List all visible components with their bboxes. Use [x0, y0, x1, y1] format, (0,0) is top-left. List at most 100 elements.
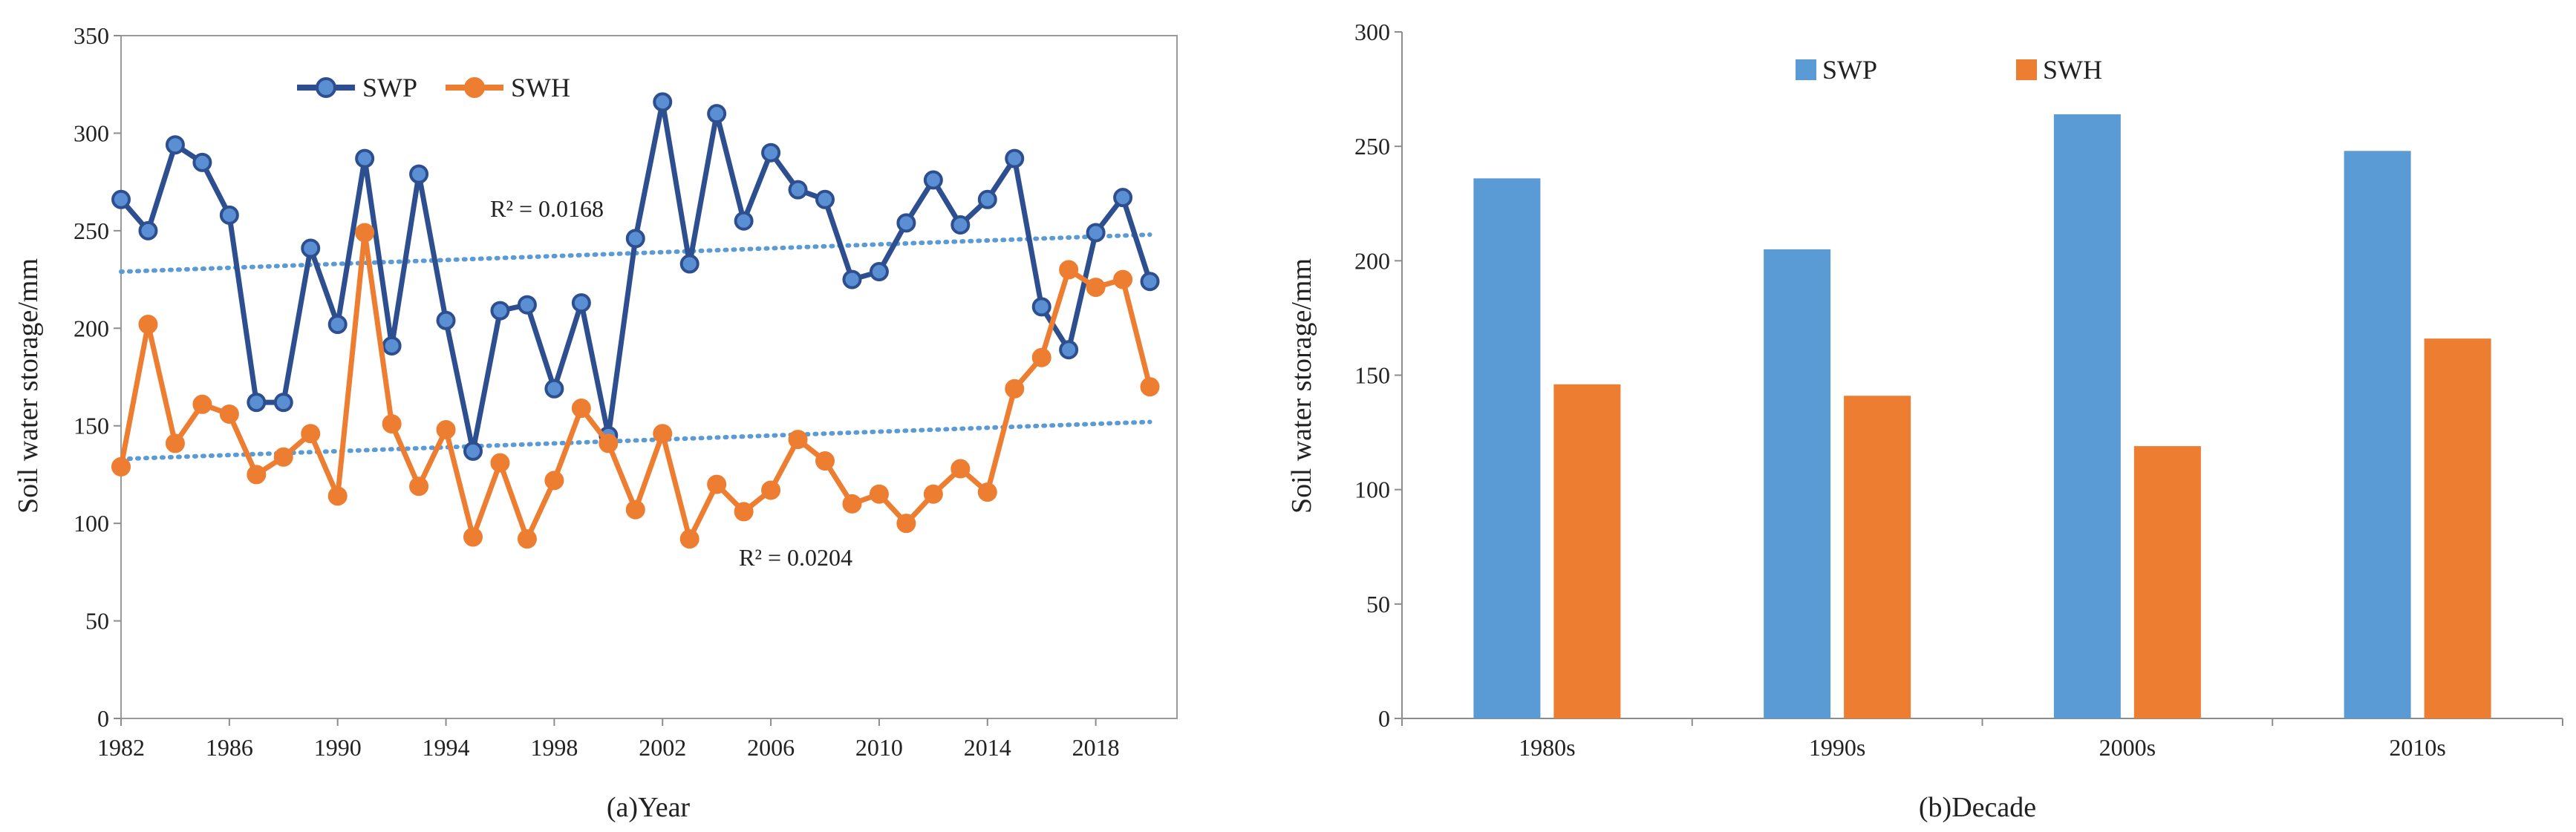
swh-point	[815, 451, 835, 471]
swh-point	[165, 433, 185, 453]
chart-a-ytick-label: 0	[97, 705, 109, 732]
chart-a-xtick-label: 2014	[964, 734, 1011, 761]
swh-point	[355, 223, 375, 243]
swh-point	[869, 484, 889, 504]
swh-point	[436, 419, 456, 439]
legend-b-swp-swatch	[1796, 59, 1816, 80]
swh-point	[599, 433, 619, 453]
chart-b-ytick-label: 200	[1354, 247, 1390, 274]
chart-b-xtick-label: 1990s	[1809, 734, 1865, 761]
legend-swp-marker	[316, 77, 336, 98]
swh-point	[734, 502, 754, 522]
swh-point	[679, 529, 700, 549]
swh-point	[247, 465, 267, 485]
swp-point	[734, 211, 754, 231]
swh-point	[1140, 377, 1160, 397]
swh-point	[1059, 260, 1079, 280]
swp-point	[815, 189, 835, 209]
chart-a-ytick-label: 150	[74, 413, 109, 439]
chart-a-xtick-label: 1994	[423, 734, 470, 761]
swp-bar-1990s	[1764, 249, 1831, 719]
swh-point	[923, 484, 943, 504]
swh-point	[111, 456, 131, 476]
swp-point	[1005, 148, 1025, 168]
swh-point	[1005, 379, 1025, 399]
chart-a-line: Soil water storage/mm (a)Year SWP SWH R²…	[13, 22, 1178, 823]
swp-point	[192, 152, 212, 172]
swp-point	[111, 189, 131, 209]
chart-a-xtick-label: 1982	[97, 734, 145, 761]
swh-point	[273, 447, 293, 467]
swh-point	[517, 529, 537, 549]
chart-a-ytick-label: 300	[74, 119, 109, 146]
swp-point	[1140, 272, 1160, 292]
legend-b-swp-label: SWP	[1822, 55, 1877, 85]
swp-point	[1059, 340, 1079, 360]
swh-point	[1113, 269, 1133, 289]
swh-r2-label: R² = 0.0204	[739, 544, 852, 571]
chart-b-xtick-label: 2010s	[2389, 734, 2445, 761]
chart-a-plot-frame	[120, 35, 1178, 719]
swp-point	[923, 170, 943, 190]
chart-b-ytick-label: 50	[1366, 591, 1390, 618]
chart-a-ytick-label: 200	[74, 315, 109, 341]
swp-point	[1086, 223, 1106, 243]
chart-b-ytick-label: 300	[1354, 19, 1390, 45]
swh-point	[625, 499, 645, 520]
swp-point	[977, 189, 997, 209]
swh-point	[1086, 278, 1106, 298]
swh-point	[192, 394, 212, 414]
swh-point	[327, 486, 348, 506]
swp-point	[517, 295, 537, 315]
chart-a-xlabel: (a)Year	[607, 792, 691, 823]
swp-point	[1113, 188, 1133, 208]
chart-b-xlabel: (b)Decade	[1919, 792, 2036, 823]
chart-a-xtick-label: 2002	[639, 734, 686, 761]
swp-point	[301, 238, 321, 258]
swh-point	[544, 471, 564, 491]
swp-point	[463, 441, 483, 461]
swh-bar-1980s	[1553, 384, 1621, 718]
swp-bar-1980s	[1473, 178, 1541, 719]
swp-bar-2010s	[2344, 151, 2411, 719]
chart-a-xtick-label: 2006	[747, 734, 795, 761]
swp-point	[247, 393, 267, 413]
swp-point	[165, 135, 185, 155]
chart-b-ytick-label: 100	[1354, 476, 1390, 503]
swp-point	[409, 164, 429, 184]
chart-b-legend: SWP SWH	[1796, 55, 2102, 85]
legend-b-swh-swatch	[2016, 59, 2037, 80]
swp-point	[355, 148, 375, 168]
swh-point	[571, 399, 591, 419]
swp-point	[382, 335, 402, 356]
chart-a-ytick-label: 250	[74, 217, 109, 244]
chart-a-xtick-label: 1998	[530, 734, 578, 761]
swp-point	[788, 180, 808, 200]
swp-point	[219, 205, 239, 225]
swh-point	[761, 480, 781, 500]
swh-point	[409, 476, 429, 497]
swp-point	[625, 229, 645, 249]
chart-b-ytick-label: 250	[1354, 133, 1390, 160]
swh-point	[653, 424, 673, 444]
swh-bar-2000s	[2133, 446, 2201, 718]
swh-trend-line	[119, 419, 1152, 462]
swp-point	[571, 293, 591, 313]
chart-a-xtick-label: 2010	[855, 734, 903, 761]
chart-b-xtick-label: 2000s	[2099, 734, 2156, 761]
swp-point	[896, 213, 916, 233]
swh-point	[490, 453, 510, 473]
chart-b-ytick-label: 0	[1378, 705, 1390, 732]
legend-swh-marker	[464, 77, 485, 98]
swp-point	[436, 310, 456, 330]
chart-a-ytick-label: 50	[85, 608, 109, 635]
swp-point	[490, 301, 510, 321]
chart-b-bar: Soil water storage/mm (b)Decade SWP SWH …	[1286, 19, 2563, 823]
swp-point	[327, 315, 348, 335]
swp-bar-2000s	[2053, 114, 2121, 718]
legend-swh-label: SWH	[511, 73, 570, 102]
swp-point	[653, 92, 673, 112]
chart-a-ylabel: Soil water storage/mm	[13, 258, 44, 514]
